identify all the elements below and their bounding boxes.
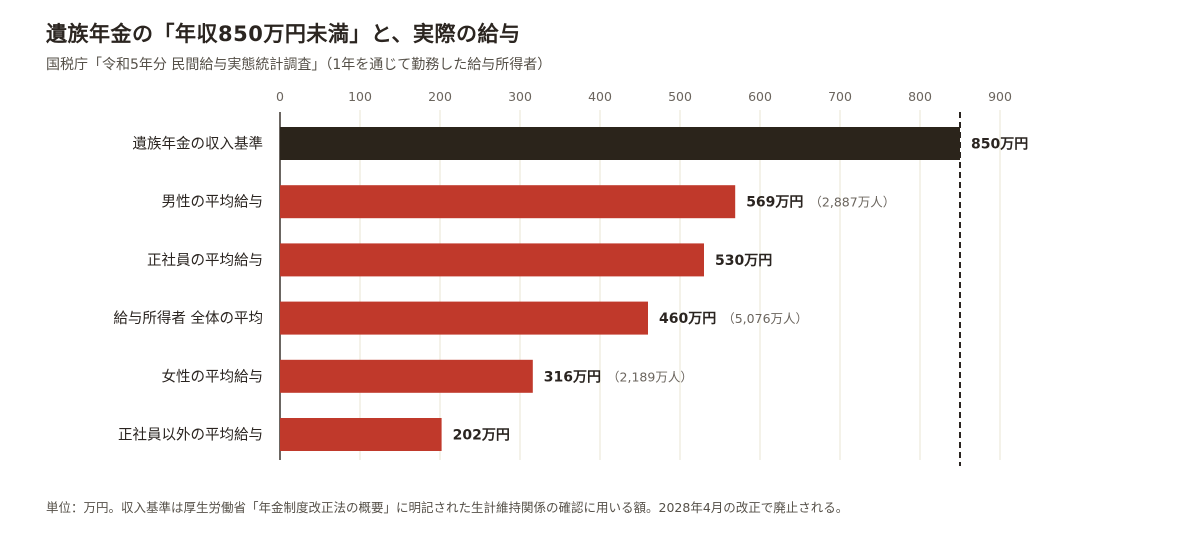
category-label: 男性の平均給与 [162,194,264,211]
bar [280,301,648,335]
data-label: 850万円 [971,137,1028,153]
data-label: 569万円 [746,195,803,211]
chart-title: 遺族年金の「年収850万円未満」と、実際の給与 [46,22,521,46]
x-tick-label: 300 [508,89,532,104]
data-label: 530万円 [715,253,772,269]
x-tick-label: 0 [276,89,284,104]
count-note: （2,887万人） [809,195,895,210]
category-label: 遺族年金の収入基準 [133,136,264,153]
bar [280,418,442,451]
count-note: （2,189万人） [607,369,693,384]
x-tick-label: 900 [988,89,1012,104]
count-note: （5,076万人） [722,311,808,326]
category-label: 女性の平均給与 [162,367,264,385]
data-label: 460万円 [659,311,716,327]
data-label: 316万円 [544,369,601,385]
x-tick-label: 100 [348,89,372,104]
x-tick-label: 500 [668,89,692,104]
category-label: 給与所得者 全体の平均 [113,309,263,327]
category-label: 正社員以外の平均給与 [118,427,263,444]
bar [280,127,960,160]
bar [280,185,736,219]
footnote: 単位：万円。収入基準は厚生労働省「年金制度改正法の概要」に明記された生計維持関係… [46,500,849,515]
chart-subtitle: 国税庁「令和5年分 民間給与実態統計調査」（1年を通じて勤務した給与所得者） [46,57,552,73]
category-label: 正社員の平均給与 [147,252,263,269]
data-label: 202万円 [453,428,510,444]
bar [280,359,533,393]
x-tick-label: 600 [748,89,772,104]
x-tick-label: 700 [828,89,852,104]
bar [280,243,704,277]
x-tick-label: 400 [588,89,612,104]
x-tick-label: 800 [908,89,932,104]
x-tick-label: 200 [428,89,452,104]
